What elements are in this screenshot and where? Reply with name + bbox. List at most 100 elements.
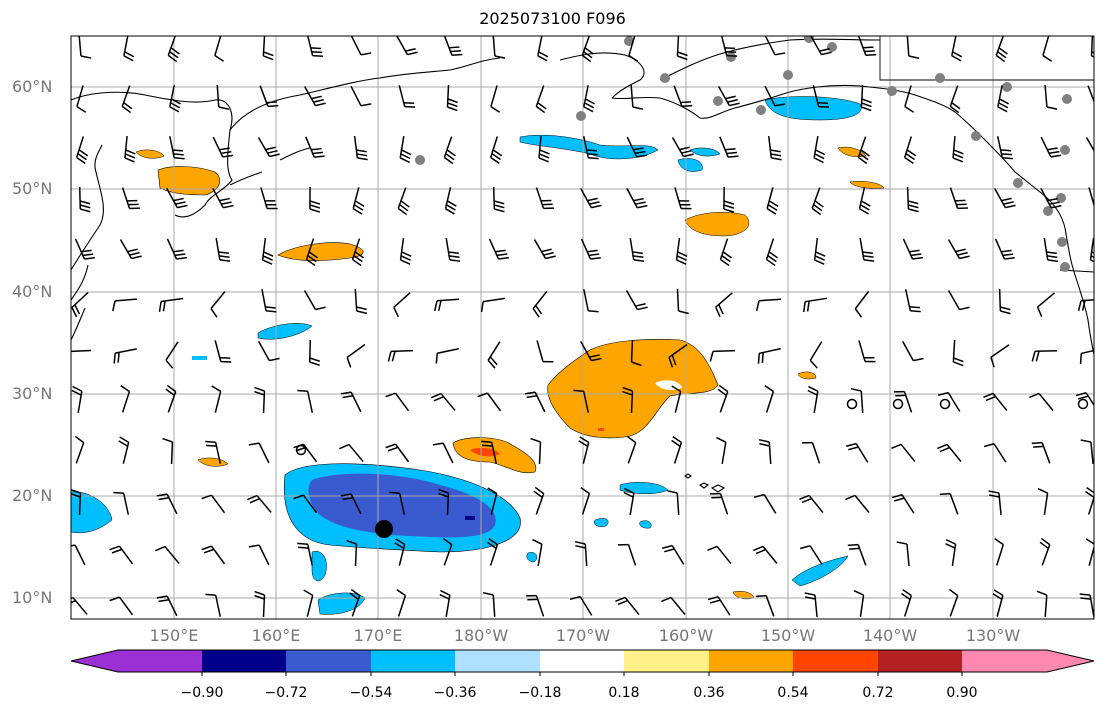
lon-label-170e: 170°E xyxy=(353,626,403,645)
wind-barb xyxy=(526,594,545,617)
wind-barb xyxy=(166,238,187,260)
wind-barb xyxy=(1088,187,1094,208)
wind-barb xyxy=(623,487,635,515)
lon-label-130w: 130°W xyxy=(965,626,1021,645)
wind-barb xyxy=(629,238,645,262)
wind-barb xyxy=(305,136,325,158)
colorbar-tick-label: −0.18 xyxy=(518,685,562,701)
wind-barb xyxy=(535,187,554,210)
wind-barb xyxy=(399,237,412,265)
wind-barb xyxy=(937,443,962,462)
wind-barb xyxy=(661,596,686,615)
colorbar-segment xyxy=(793,650,878,672)
wind-barb xyxy=(891,443,916,463)
wind-barb xyxy=(445,238,461,262)
wind-barb xyxy=(119,239,142,260)
wind-barb xyxy=(676,288,689,315)
wind-barb xyxy=(305,238,319,267)
wind-barb xyxy=(995,36,1008,63)
wind-barb xyxy=(442,537,453,566)
wind-barb xyxy=(162,437,174,465)
anomaly-shading xyxy=(71,96,885,615)
wind-barb xyxy=(308,339,320,366)
wind-barb xyxy=(894,390,913,413)
wind-barb xyxy=(1087,85,1094,104)
storm-center-marker xyxy=(375,520,393,538)
wind-barb xyxy=(158,297,183,312)
wind-barb xyxy=(350,36,372,56)
wind-barb xyxy=(583,289,599,313)
colorbar-segment xyxy=(371,650,455,672)
wind-barb xyxy=(719,136,739,158)
wind-barb xyxy=(1037,488,1049,515)
wind-barb xyxy=(489,136,503,164)
wind-barb xyxy=(583,136,599,160)
wind-barb xyxy=(481,440,498,464)
wind-barb xyxy=(532,290,548,318)
wind-barb xyxy=(71,596,88,615)
wind-barb xyxy=(1031,349,1058,362)
wind-barb xyxy=(346,343,366,368)
wind-barb xyxy=(530,437,542,465)
wind-barb xyxy=(354,288,368,315)
wind-barb xyxy=(802,297,827,313)
lat-label-10n: 10°N xyxy=(12,588,53,607)
wind-barb xyxy=(123,36,135,62)
wind-barb xyxy=(758,438,772,465)
wind-barb xyxy=(949,187,969,210)
wind-barb xyxy=(947,290,970,311)
wind-barb xyxy=(156,493,178,515)
wind-barb xyxy=(215,238,231,262)
wind-barb xyxy=(201,494,226,514)
wind-barb xyxy=(71,544,86,566)
wind-barb xyxy=(487,487,498,515)
wind-barb xyxy=(583,85,595,113)
wind-barb xyxy=(766,187,779,215)
wind-barbs xyxy=(71,36,1094,618)
lon-label-150e: 150°E xyxy=(149,626,199,645)
wind-barb xyxy=(435,348,459,364)
wind-barb xyxy=(155,545,180,564)
wind-barb xyxy=(439,589,451,617)
wind-barb xyxy=(767,135,782,161)
wind-barb xyxy=(433,298,460,312)
wind-barb xyxy=(858,187,871,215)
wind-barb xyxy=(353,135,368,161)
wind-barb xyxy=(765,238,779,267)
wind-barb xyxy=(212,187,234,209)
wind-barb xyxy=(216,84,230,111)
lat-label-50n: 50°N xyxy=(12,179,53,198)
wind-barb xyxy=(210,291,226,318)
wind-barb xyxy=(719,238,732,267)
wind-barb xyxy=(1079,349,1094,364)
wind-barb xyxy=(901,589,913,617)
colorbar-segment xyxy=(455,650,540,672)
lon-label-140w: 140°W xyxy=(862,626,918,645)
wind-barb xyxy=(992,589,1004,617)
wind-barb xyxy=(432,442,454,464)
wind-barb xyxy=(399,136,412,164)
wind-barb xyxy=(764,384,775,413)
wind-barb xyxy=(1043,238,1059,263)
wind-barb xyxy=(71,291,89,318)
wind-barb xyxy=(536,340,554,363)
wind-barb xyxy=(994,188,1016,209)
wind-barb xyxy=(904,136,917,164)
wind-barb xyxy=(998,288,1011,315)
wind-barb xyxy=(891,494,915,514)
wind-barb xyxy=(1040,136,1062,158)
wind-barb xyxy=(71,385,83,413)
wind-barb xyxy=(671,385,682,413)
wind-barb xyxy=(630,84,644,110)
wind-barb xyxy=(951,36,963,62)
wind-barb xyxy=(845,442,869,463)
wind-barb xyxy=(477,392,502,412)
wind-barb xyxy=(346,539,358,567)
wind-barb xyxy=(904,289,921,313)
lon-label-160e: 160°E xyxy=(251,626,301,645)
wind-barb xyxy=(397,187,410,216)
wind-barb xyxy=(385,392,410,412)
wind-barb xyxy=(802,441,821,464)
wind-barb xyxy=(393,292,411,318)
map-title: 2025073100 F096 xyxy=(479,9,626,28)
